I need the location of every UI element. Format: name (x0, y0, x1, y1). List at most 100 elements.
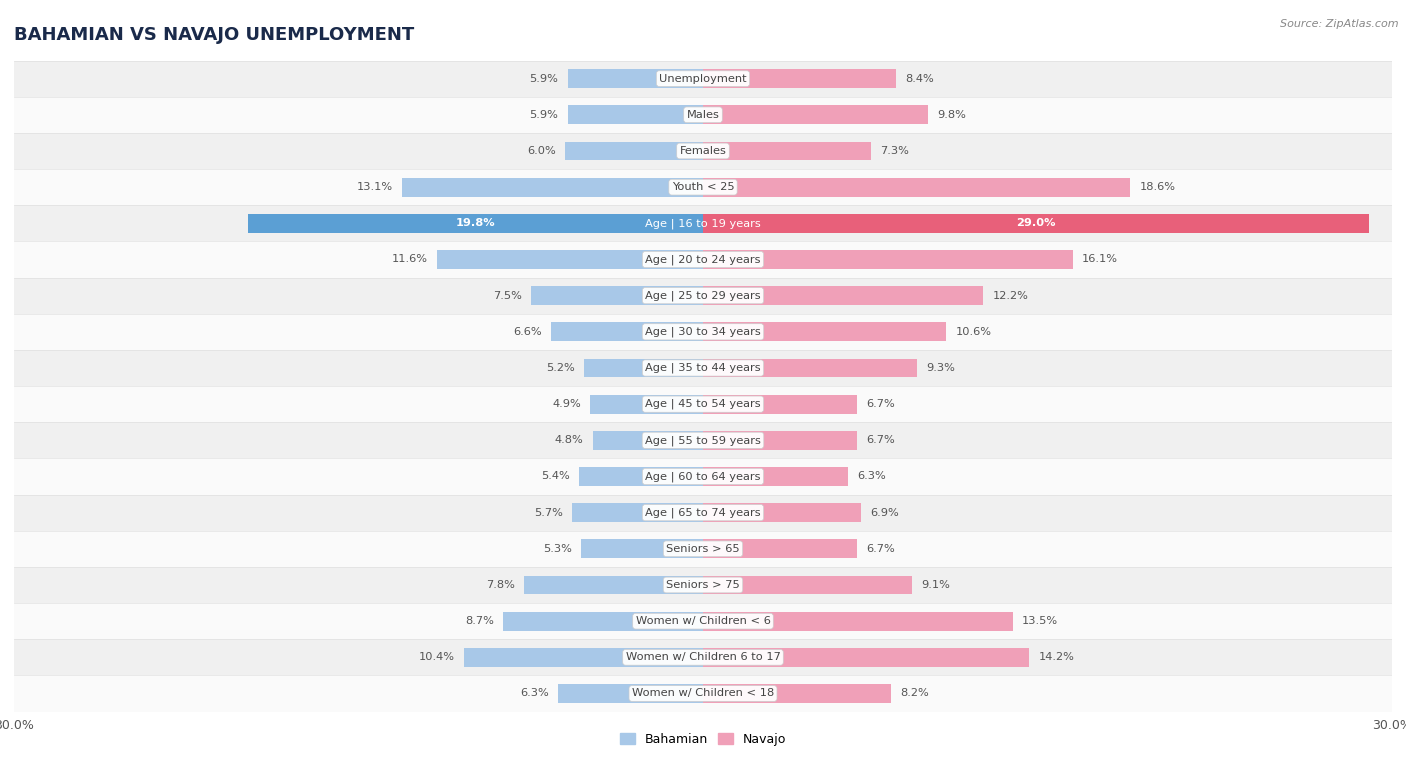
Bar (703, 648, 1029, 667)
Bar (579, 467, 703, 486)
Bar (703, 684, 891, 703)
Bar (503, 612, 703, 631)
Bar (14, 241, 1392, 278)
Bar (531, 286, 703, 305)
Text: Source: ZipAtlas.com: Source: ZipAtlas.com (1281, 19, 1399, 29)
Text: 4.8%: 4.8% (555, 435, 583, 445)
Text: 9.8%: 9.8% (938, 110, 966, 120)
Text: 8.2%: 8.2% (900, 689, 929, 699)
Text: 29.0%: 29.0% (1017, 218, 1056, 229)
Legend: Bahamian, Navajo: Bahamian, Navajo (614, 728, 792, 751)
Bar (14, 386, 1392, 422)
Text: 9.1%: 9.1% (921, 580, 950, 590)
Bar (703, 575, 912, 594)
Bar (583, 359, 703, 378)
Bar (703, 142, 870, 160)
Bar (568, 105, 703, 124)
Text: 6.3%: 6.3% (520, 689, 550, 699)
Text: Age | 25 to 29 years: Age | 25 to 29 years (645, 291, 761, 301)
Bar (593, 431, 703, 450)
Text: 5.4%: 5.4% (541, 472, 569, 481)
Bar (14, 169, 1392, 205)
Text: 13.1%: 13.1% (357, 182, 392, 192)
Bar (14, 278, 1392, 313)
Bar (437, 250, 703, 269)
Text: Age | 16 to 19 years: Age | 16 to 19 years (645, 218, 761, 229)
Bar (14, 603, 1392, 639)
Text: 5.9%: 5.9% (530, 110, 558, 120)
Text: 10.6%: 10.6% (956, 327, 991, 337)
Bar (14, 97, 1392, 133)
Text: 8.4%: 8.4% (905, 73, 934, 83)
Text: 7.3%: 7.3% (880, 146, 908, 156)
Text: 6.7%: 6.7% (866, 399, 894, 409)
Bar (14, 422, 1392, 459)
Bar (703, 214, 1369, 232)
Text: Age | 35 to 44 years: Age | 35 to 44 years (645, 363, 761, 373)
Text: 5.3%: 5.3% (543, 544, 572, 554)
Text: 8.7%: 8.7% (465, 616, 494, 626)
Bar (565, 142, 703, 160)
Bar (14, 350, 1392, 386)
Text: BAHAMIAN VS NAVAJO UNEMPLOYMENT: BAHAMIAN VS NAVAJO UNEMPLOYMENT (14, 26, 415, 44)
Bar (703, 69, 896, 88)
Bar (572, 503, 703, 522)
Bar (703, 394, 856, 413)
Bar (14, 531, 1392, 567)
Bar (703, 250, 1073, 269)
Bar (591, 394, 703, 413)
Bar (14, 494, 1392, 531)
Text: 13.5%: 13.5% (1022, 616, 1059, 626)
Text: Women w/ Children 6 to 17: Women w/ Children 6 to 17 (626, 653, 780, 662)
Bar (703, 540, 856, 558)
Text: 10.4%: 10.4% (419, 653, 456, 662)
Bar (14, 567, 1392, 603)
Bar (703, 105, 928, 124)
Bar (14, 61, 1392, 97)
Text: 19.8%: 19.8% (456, 218, 495, 229)
Text: Women w/ Children < 18: Women w/ Children < 18 (631, 689, 775, 699)
Bar (14, 639, 1392, 675)
Bar (551, 322, 703, 341)
Text: 6.7%: 6.7% (866, 435, 894, 445)
Bar (703, 286, 983, 305)
Bar (524, 575, 703, 594)
Text: 7.5%: 7.5% (492, 291, 522, 301)
Text: Males: Males (686, 110, 720, 120)
Text: 6.0%: 6.0% (527, 146, 555, 156)
Bar (703, 503, 862, 522)
Text: 6.7%: 6.7% (866, 544, 894, 554)
Text: 6.9%: 6.9% (870, 508, 900, 518)
Bar (568, 69, 703, 88)
Bar (14, 133, 1392, 169)
Text: Age | 45 to 54 years: Age | 45 to 54 years (645, 399, 761, 410)
Bar (464, 648, 703, 667)
Text: 11.6%: 11.6% (391, 254, 427, 264)
Text: 6.6%: 6.6% (513, 327, 543, 337)
Bar (581, 540, 703, 558)
Bar (703, 431, 856, 450)
Bar (249, 214, 703, 232)
Text: 5.7%: 5.7% (534, 508, 562, 518)
Text: 5.9%: 5.9% (530, 73, 558, 83)
Bar (703, 612, 1012, 631)
Bar (703, 322, 946, 341)
Text: 4.9%: 4.9% (553, 399, 581, 409)
Text: Age | 60 to 64 years: Age | 60 to 64 years (645, 472, 761, 481)
Text: Age | 20 to 24 years: Age | 20 to 24 years (645, 254, 761, 265)
Bar (14, 675, 1392, 712)
Text: 18.6%: 18.6% (1139, 182, 1175, 192)
Text: 12.2%: 12.2% (993, 291, 1028, 301)
Bar (703, 359, 917, 378)
Text: 7.8%: 7.8% (486, 580, 515, 590)
Bar (703, 178, 1130, 197)
Text: 9.3%: 9.3% (925, 363, 955, 373)
Text: 6.3%: 6.3% (856, 472, 886, 481)
Text: Females: Females (679, 146, 727, 156)
Text: Youth < 25: Youth < 25 (672, 182, 734, 192)
Text: 5.2%: 5.2% (546, 363, 575, 373)
Bar (558, 684, 703, 703)
Text: Unemployment: Unemployment (659, 73, 747, 83)
Text: Women w/ Children < 6: Women w/ Children < 6 (636, 616, 770, 626)
Text: 14.2%: 14.2% (1038, 653, 1074, 662)
